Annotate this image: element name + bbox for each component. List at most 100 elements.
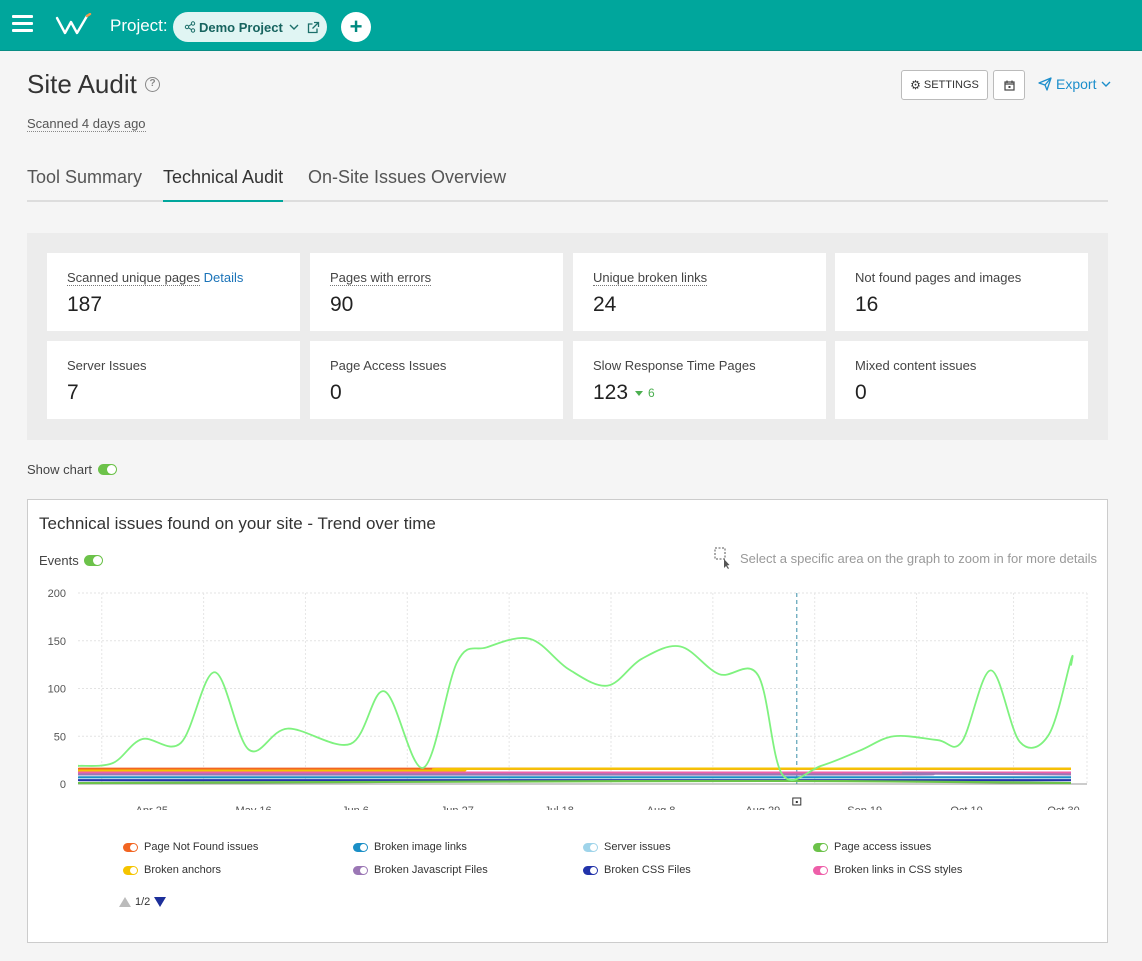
x-tick-label: Oct 10 <box>950 805 982 810</box>
y-tick-label: 200 <box>48 588 66 600</box>
legend-label: Page Not Found issues <box>144 841 259 853</box>
x-tick-label: Sep 19 <box>847 805 882 810</box>
legend-item[interactable]: Server issues <box>583 841 671 853</box>
stat-label: Server Issues <box>67 358 147 373</box>
events-label: Events <box>39 553 79 568</box>
export-button[interactable]: Export <box>1038 76 1111 92</box>
top-bar: Project: Demo Project + <box>0 0 1142 51</box>
zoom-hint-text: Select a specific area on the graph to z… <box>740 550 1097 566</box>
stat-label: Mixed content issues <box>855 358 977 373</box>
legend-label: Broken CSS Files <box>604 864 691 876</box>
stat-label: Page Access Issues <box>330 358 447 373</box>
x-tick-label: Aug 8 <box>647 805 676 810</box>
legend-item[interactable]: Broken links in CSS styles <box>813 864 962 876</box>
show-chart-toggle[interactable] <box>98 464 118 475</box>
chart-title: Technical issues found on your site - Tr… <box>39 514 436 533</box>
stat-card-slow-response: Slow Response Time Pages 123 6 <box>573 341 826 419</box>
legend-pager: 1/2 <box>119 896 167 908</box>
legend-label: Broken image links <box>374 841 467 853</box>
stat-label-text[interactable]: Scanned unique pages <box>67 270 201 286</box>
scanned-status[interactable]: Scanned 4 days ago <box>27 116 146 132</box>
x-tick-label: Jun 6 <box>342 805 369 810</box>
legend-item[interactable]: Broken anchors <box>123 864 221 876</box>
legend-toggle[interactable] <box>813 865 828 875</box>
legend-toggle[interactable] <box>353 865 368 875</box>
series-line <box>78 767 1072 772</box>
stat-card-page-access-issues: Page Access Issues 0 <box>310 341 563 419</box>
tab-tool-summary[interactable]: Tool Summary <box>27 167 143 187</box>
add-project-button[interactable]: + <box>341 12 371 42</box>
x-tick-label: Jul 18 <box>544 805 573 810</box>
page-up-icon[interactable] <box>119 897 131 907</box>
y-tick-label: 100 <box>48 684 66 696</box>
stat-card-pages-with-errors: Pages with errors 90 <box>310 253 563 331</box>
chevron-down-icon <box>1101 81 1111 87</box>
stat-card-server-issues: Server Issues 7 <box>47 341 300 419</box>
page-down-icon[interactable] <box>154 897 167 907</box>
stat-label: Not found pages and images <box>855 270 1022 285</box>
events-control: Events <box>39 553 103 568</box>
legend-item[interactable]: Broken image links <box>353 841 467 853</box>
legend-item[interactable]: Broken Javascript Files <box>353 864 488 876</box>
legend-item[interactable]: Page access issues <box>813 841 931 853</box>
events-toggle[interactable] <box>83 555 103 566</box>
stat-value: 24 <box>593 293 617 316</box>
trend-chart[interactable]: 0 50 100 150 200 Apr 25 May 16 Jun 6 Jun 27 Jul 1… <box>28 570 1107 810</box>
x-tick-label: May 16 <box>236 805 272 810</box>
tab-on-site-issues-overview[interactable]: On-Site Issues Overview <box>308 167 507 187</box>
project-selector[interactable]: Demo Project <box>173 12 327 42</box>
legend-item[interactable]: Broken CSS Files <box>583 864 691 876</box>
event-calendar-icon[interactable] <box>792 797 802 806</box>
show-chart-label: Show chart <box>27 462 93 477</box>
stat-value: 123 <box>593 381 629 404</box>
series-line <box>78 779 1072 785</box>
x-tick-label: Apr 25 <box>136 805 168 810</box>
zoom-select-icon <box>714 547 730 569</box>
legend-label: Page access issues <box>834 841 932 853</box>
stat-label[interactable]: Unique broken links <box>593 270 708 286</box>
legend-toggle[interactable] <box>583 865 598 875</box>
details-link[interactable]: Details <box>203 270 244 285</box>
series-line <box>78 772 1072 776</box>
legend-toggle[interactable] <box>583 842 598 852</box>
legend-label: Broken links in CSS styles <box>834 864 963 876</box>
legend-toggle[interactable] <box>123 842 138 852</box>
legend-toggle[interactable] <box>353 842 368 852</box>
stat-delta: 6 <box>635 386 655 400</box>
hamburger-menu-icon[interactable] <box>12 15 33 33</box>
stat-value: 90 <box>330 293 354 316</box>
legend-toggle[interactable] <box>123 865 138 875</box>
external-link-icon[interactable] <box>307 21 320 34</box>
project-label: Project: <box>110 16 168 35</box>
project-name: Demo Project <box>199 19 283 35</box>
gear-icon: ⚙ <box>910 78 921 92</box>
page-title: Site Audit <box>27 69 137 99</box>
help-icon[interactable]: ? <box>145 77 160 92</box>
settings-button[interactable]: ⚙ SETTINGS <box>901 70 988 100</box>
stat-card-unique-broken-links: Unique broken links 24 <box>573 253 826 331</box>
chevron-down-icon <box>289 24 299 30</box>
stat-card-scanned-pages: Scanned unique pages Details 187 <box>47 253 300 331</box>
y-tick-label: 150 <box>48 636 66 648</box>
stat-label: Slow Response Time Pages <box>593 358 756 373</box>
zoom-hint: Select a specific area on the graph to z… <box>714 547 1097 569</box>
pager-text: 1/2 <box>135 896 151 908</box>
stat-value: 7 <box>67 381 79 404</box>
stat-delta-value: 6 <box>648 386 655 400</box>
legend-toggle[interactable] <box>813 842 828 852</box>
legend-item[interactable]: Page Not Found issues <box>123 841 258 853</box>
stat-label[interactable]: Pages with errors <box>330 270 432 286</box>
stat-card-not-found: Not found pages and images 16 <box>835 253 1088 331</box>
stat-label: Scanned unique pages Details <box>67 270 244 286</box>
stat-card-mixed-content: Mixed content issues 0 <box>835 341 1088 419</box>
calendar-button[interactable] <box>993 70 1025 100</box>
y-tick-label: 0 <box>60 779 66 791</box>
y-tick-label: 50 <box>54 731 66 743</box>
x-tick-label: Aug 29 <box>745 805 780 810</box>
tab-technical-audit[interactable]: Technical Audit <box>163 167 284 202</box>
logo[interactable] <box>55 13 93 37</box>
legend-label: Server issues <box>604 841 671 853</box>
legend-label: Broken Javascript Files <box>374 864 488 876</box>
series-line <box>78 637 1074 781</box>
show-chart-control: Show chart <box>27 462 118 477</box>
